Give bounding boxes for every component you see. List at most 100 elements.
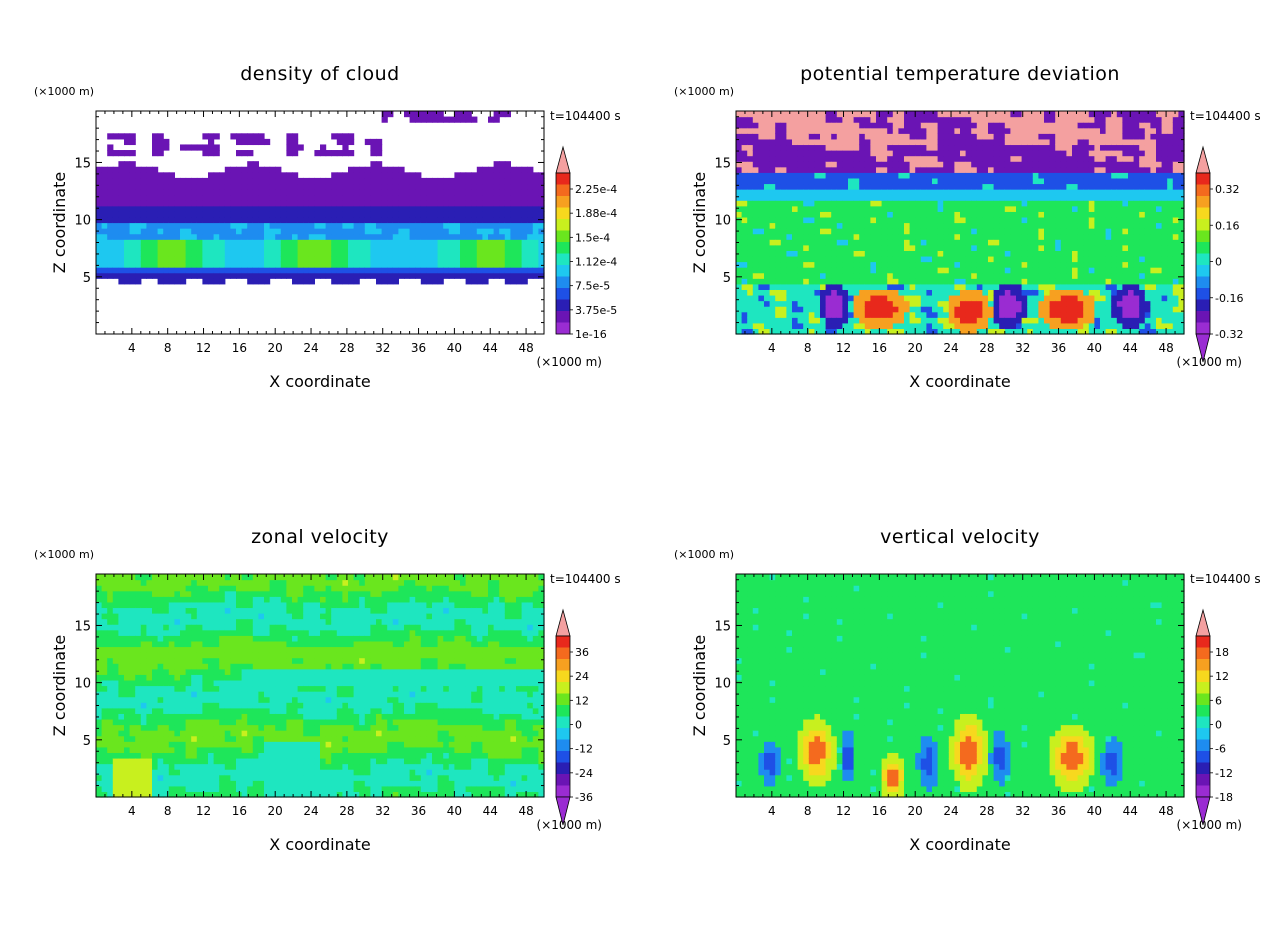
field-cell [404,194,411,201]
field-cell [982,200,989,207]
field-cell [152,133,159,140]
field-cell [904,267,911,274]
field-cell [454,200,461,207]
field-cell [848,250,855,257]
field-cell [1044,122,1051,129]
field-cell [488,267,495,274]
field-cell [976,267,983,274]
field-cell [864,183,871,190]
field-cell [965,111,972,118]
field-cell [1044,200,1051,207]
field-cell [252,233,259,240]
field-cell [736,328,743,335]
field-cell [954,211,961,218]
field-cell [988,138,995,146]
field-cell [1111,228,1118,235]
field-cell [820,272,827,279]
field-cell [988,294,995,302]
field-cell [1027,177,1034,185]
field-cell [168,177,175,185]
field-cell [920,144,927,151]
field-cell [376,233,383,240]
field-cell [892,317,899,324]
field-cell [1133,289,1140,296]
field-cell [224,216,231,224]
field-cell [1122,189,1129,196]
field-cell [219,189,226,196]
field-cell [937,183,944,190]
field-cell [954,133,961,140]
field-cell [236,250,243,257]
field-cell [881,244,888,251]
field-cell [538,222,545,229]
field-cell [1100,317,1107,324]
field-cell [881,261,888,268]
field-cell [769,211,776,218]
field-cell [948,161,955,168]
field-cell [493,205,500,212]
field-cell [1088,272,1095,279]
field-cell [303,189,310,196]
field-cell [1122,272,1129,279]
field-cell [1066,250,1073,257]
field-cell [982,183,989,190]
field-cell [1144,183,1151,190]
field-cell [152,228,159,235]
field-cell [1116,239,1123,246]
field-cell [825,267,832,274]
field-cell [510,222,517,229]
field-cell [387,211,394,218]
field-cell [1156,311,1163,318]
field-cell [1044,272,1051,279]
field-cell [859,244,866,251]
field-cell [1100,300,1107,307]
field-cell [1032,205,1039,212]
field-cell [1066,322,1073,330]
field-cell [780,317,787,324]
field-cell [1077,133,1084,140]
field-cell [359,239,366,246]
field-cell [247,205,254,212]
field-cell [954,233,961,240]
field-cell [1128,289,1135,296]
field-cell [275,250,282,257]
field-cell [982,267,989,274]
field-cell [820,211,827,218]
field-cell [521,194,528,201]
field-cell [764,289,771,296]
field-cell [747,255,754,263]
field-cell [915,311,922,318]
field-cell [359,183,366,190]
field-cell [999,166,1006,173]
field-cell [348,166,355,173]
field-cell [780,233,787,240]
field-cell [1004,177,1011,185]
field-cell [943,138,950,146]
field-cell [420,244,427,251]
field-cell [504,177,511,185]
field-cell [814,150,821,157]
field-cell [887,300,894,307]
field-cell [168,222,175,229]
field-cell [1016,250,1023,257]
field-cell [152,200,159,207]
field-cell [1128,261,1135,268]
field-cell [932,300,939,307]
field-cell [909,311,916,318]
field-cell [1122,289,1129,296]
field-cell [876,127,883,134]
field-cell [842,250,849,257]
field-cell [909,289,916,296]
field-cell [982,300,989,307]
field-cell [264,216,271,224]
field-cell [376,200,383,207]
field-cell [516,211,523,218]
field-cell [230,250,237,257]
field-cell [764,233,771,240]
field-cell [1049,250,1056,257]
field-cell [937,172,944,179]
field-cell [174,216,181,224]
field-cell [1150,322,1157,330]
field-cell [493,267,500,274]
field-cell [825,211,832,218]
